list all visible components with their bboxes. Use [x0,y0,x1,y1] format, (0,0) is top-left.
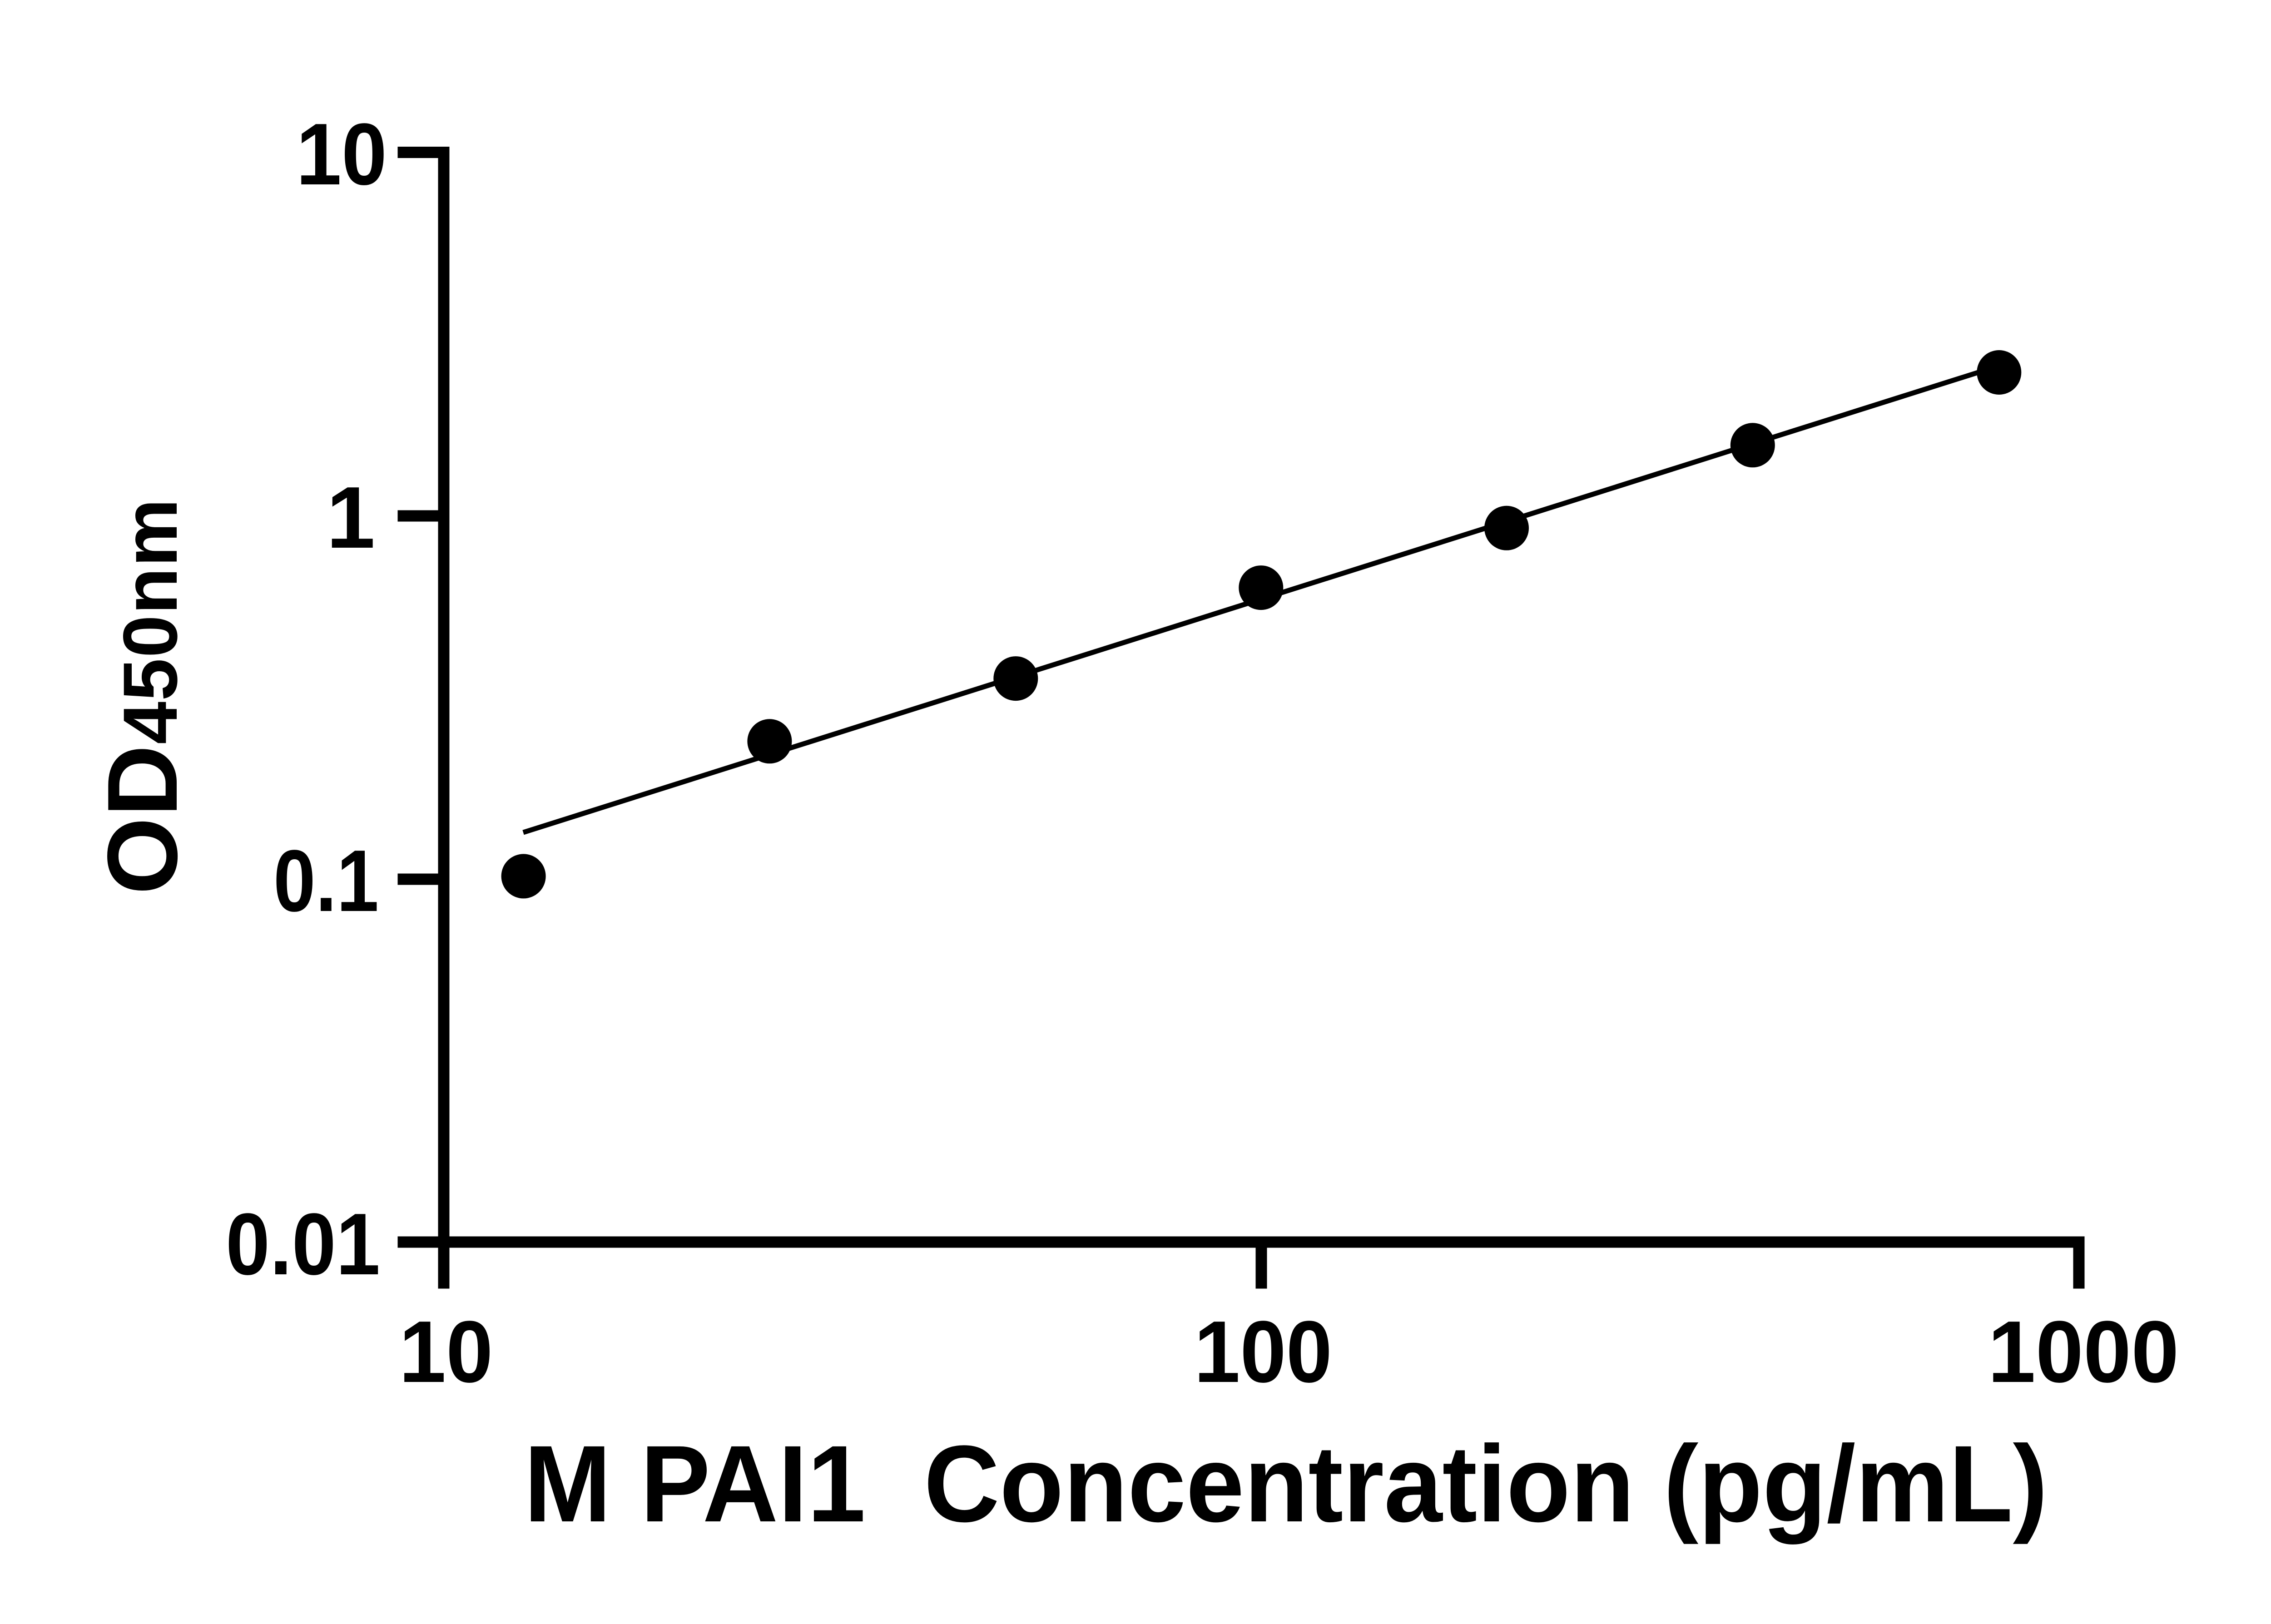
svg-text:100: 100 [1194,1302,1332,1401]
svg-text:M PAI1 Concentration (pg/mL): M PAI1 Concentration (pg/mL) [524,1423,2048,1545]
svg-text:1000: 1000 [1988,1302,2179,1401]
svg-text:1: 1 [327,468,375,566]
svg-text:0.1: 0.1 [273,832,379,930]
svg-text:OD450nm: OD450nm [87,499,198,895]
svg-text:10: 10 [296,105,387,203]
svg-text:0.01: 0.01 [226,1195,380,1293]
svg-text:10: 10 [399,1302,493,1401]
